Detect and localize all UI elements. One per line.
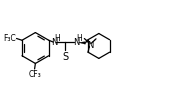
Text: S: S — [62, 52, 68, 62]
Text: N: N — [51, 38, 57, 47]
Text: H: H — [54, 34, 60, 43]
Text: N: N — [73, 38, 79, 47]
Text: F₃C: F₃C — [3, 34, 16, 43]
Text: CF₃: CF₃ — [28, 70, 41, 79]
Polygon shape — [78, 42, 86, 44]
Text: H: H — [76, 34, 82, 43]
Text: N: N — [87, 41, 93, 50]
